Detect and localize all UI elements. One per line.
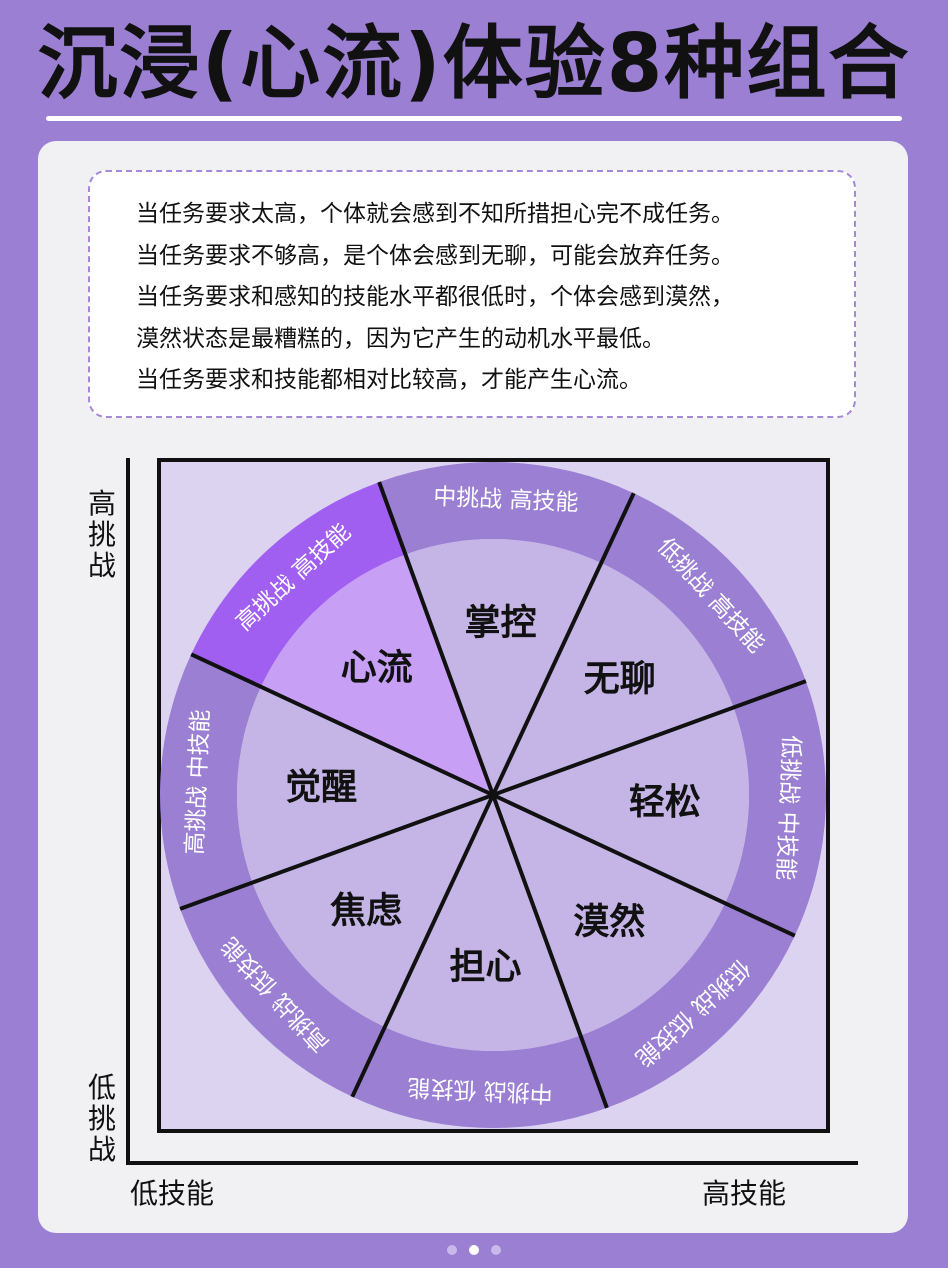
segment-inner [405,539,602,795]
segment-state-label: 轻松 [629,782,701,823]
segment-state-label: 漠然 [573,900,645,942]
wheel-spoke [350,492,636,1098]
title-underline [46,116,902,121]
segment-state-label: 觉醒 [285,767,357,808]
segment-inner [237,686,493,883]
description-line: 当任务要求和技能都相对比较高，才能产生心流。 [136,367,642,393]
y-axis-top-text: 高挑战 [88,487,117,582]
description-box: 当任务要求太高，个体就会感到不知所措担心完不成任务。 当任务要求不够高，是个体会… [88,170,856,418]
segment-state-label: 焦虑 [330,891,402,932]
y-axis-bottom-text: 低挑战 [88,1071,117,1166]
segment-inner [493,707,749,904]
segment-ring [580,903,795,1108]
segment-inner [252,795,493,1028]
pagination-dots [0,1240,948,1259]
y-axis [126,458,130,1164]
segment-ring [160,654,261,909]
segment-ring [352,1027,607,1128]
segment-combo-label: 高挑战 中技能 [182,709,214,855]
segment-state-label: 担心 [449,946,521,987]
page-dot[interactable] [447,1245,457,1255]
segment-combo-label: 中挑战 高技能 [433,484,579,516]
page-dot-active[interactable] [469,1245,479,1255]
x-axis-right-label: 高技能 [702,1177,787,1210]
x-axis [126,1161,858,1165]
description-line: 当任务要求不够高，是个体会感到无聊，可能会放弃任务。 [136,242,734,269]
segment-state-label: 无聊 [584,658,656,699]
description-line: 漠然状态是最糟糕的，因为它产生的动机水平最低。 [136,325,665,352]
segment-ring [180,882,385,1097]
y-axis-top-label: 高挑战 [84,488,120,581]
segment-inner [260,554,493,795]
description-line: 当任务要求和感知的技能水平都很低时，个体会感到漠然， [136,284,734,310]
segment-ring [379,461,634,563]
segment-state-label: 心流 [341,648,413,689]
x-axis-left-label: 低技能 [130,1177,215,1210]
segment-state-label: 掌控 [464,603,536,644]
segment-inner [384,795,581,1051]
segment-combo-label: 中挑战 低技能 [407,1074,553,1106]
segment-ring [725,681,826,936]
segment-combo-label: 低挑战 中技能 [772,735,804,881]
description-line: 当任务要求太高，个体就会感到不知所措担心完不成任务。 [136,201,734,227]
segment-inner [493,562,734,795]
segment-inner [493,795,726,1036]
segment-ring [601,493,806,708]
page-dot[interactable] [491,1245,501,1255]
page-title: 沉浸(心流)体验8种组合 [37,17,911,110]
segment-ring [191,482,406,687]
y-axis-bottom-label: 低挑战 [84,1072,120,1165]
